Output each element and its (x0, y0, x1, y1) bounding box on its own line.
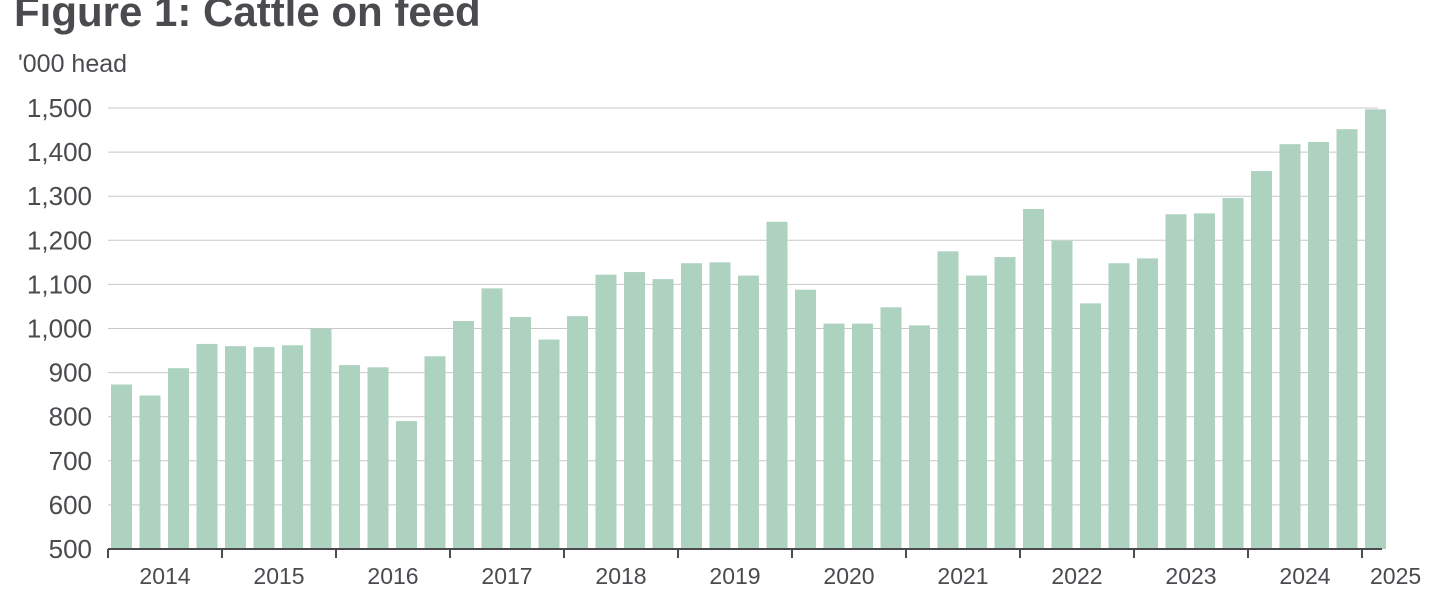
x-tick-label: 2014 (139, 563, 190, 589)
x-tick-label: 2024 (1279, 563, 1330, 589)
bar (111, 384, 132, 549)
bar (624, 272, 645, 549)
bar (795, 289, 816, 549)
bar (681, 263, 702, 549)
bar (595, 274, 617, 549)
y-axis-ticks: 500 600 700 800 900 1,000 1,100 1,200 1,300 1,400… (27, 93, 92, 564)
bar (1194, 213, 1215, 550)
x-axis (107, 548, 1382, 558)
bar (538, 339, 560, 549)
bar (994, 257, 1016, 549)
year-labels: 2014 2015 2016 2017 2018 2019 2020 2021 2022 2023… (139, 563, 1421, 589)
bar (310, 328, 332, 549)
bar (168, 368, 189, 549)
bar (1308, 141, 1329, 549)
bar (738, 275, 759, 549)
bar (196, 343, 218, 549)
bar (253, 347, 275, 549)
bar (1365, 109, 1386, 549)
y-tick-label: 1,000 (27, 314, 92, 344)
bar (852, 323, 873, 549)
bar (225, 346, 246, 549)
bar (966, 275, 987, 549)
bar (1336, 129, 1358, 549)
bar (1251, 171, 1272, 550)
bar (1165, 214, 1187, 549)
x-tick-label: 2016 (367, 563, 418, 589)
bar (453, 321, 474, 549)
bar (396, 421, 417, 549)
y-tick-label: 1,100 (27, 269, 92, 299)
bar (937, 251, 959, 549)
y-tick-label: 1,400 (27, 137, 92, 167)
bar (709, 262, 731, 549)
bar (424, 356, 446, 549)
x-tick-label: 2015 (253, 563, 304, 589)
bars (111, 109, 1386, 550)
bar (1051, 240, 1073, 549)
y-tick-label: 800 (49, 402, 92, 432)
bar (367, 367, 389, 549)
bar (339, 365, 360, 549)
bar (510, 317, 531, 549)
bar (139, 395, 161, 549)
x-tick-label: 2018 (595, 563, 646, 589)
y-tick-label: 600 (49, 490, 92, 520)
x-tick-label: 2020 (823, 563, 874, 589)
bar (909, 325, 930, 549)
x-tick-label: 2019 (709, 563, 760, 589)
y-tick-label: 700 (49, 446, 92, 476)
bar (282, 345, 303, 549)
x-tick-label: 2021 (937, 563, 988, 589)
y-tick-label: 1,500 (27, 93, 92, 123)
bar (1137, 258, 1158, 549)
y-tick-label: 1,200 (27, 225, 92, 255)
y-axis-unit-label: '000 head (18, 50, 128, 78)
x-tick-label: 2022 (1051, 563, 1102, 589)
bar (652, 279, 674, 549)
chart-title: Figure 1: Cattle on feed (14, 0, 481, 35)
bar (481, 288, 503, 549)
bar (1080, 303, 1101, 549)
bar (1108, 263, 1130, 549)
x-tick-label: 2025 (1370, 563, 1421, 589)
bar (1023, 208, 1044, 549)
bar (880, 307, 902, 549)
y-tick-label: 500 (49, 534, 92, 564)
x-tick-label: 2023 (1165, 563, 1216, 589)
bar (1222, 197, 1244, 550)
bar (823, 323, 845, 549)
y-tick-label: 1,300 (27, 181, 92, 211)
bar (567, 316, 588, 549)
bar (766, 221, 788, 549)
y-tick-label: 900 (49, 358, 92, 388)
x-tick-label: 2017 (481, 563, 532, 589)
bar (1279, 144, 1301, 550)
